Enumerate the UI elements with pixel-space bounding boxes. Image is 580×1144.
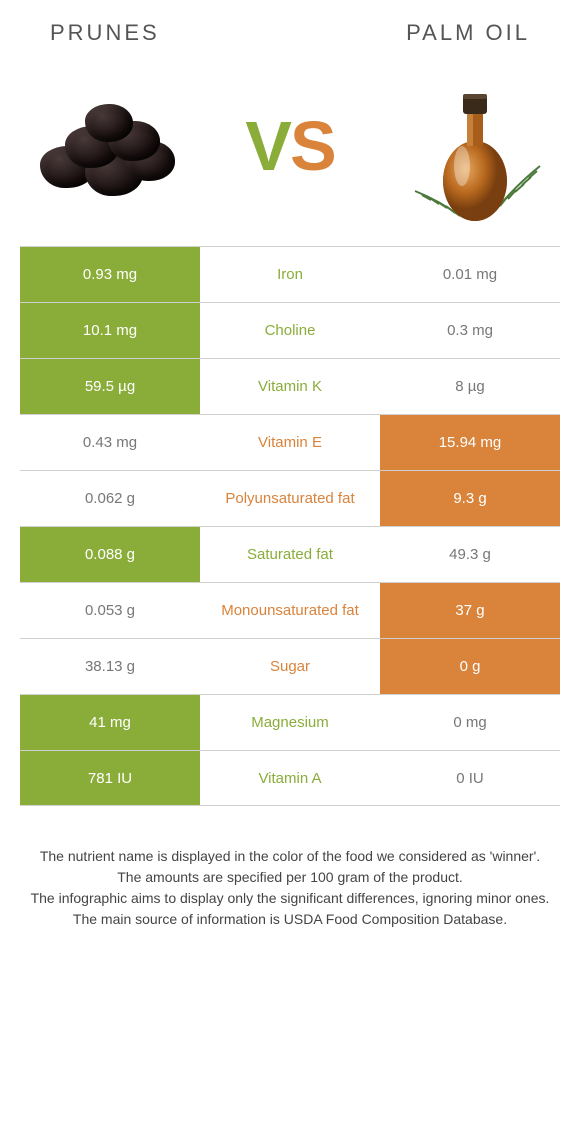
right-value: 0 mg [380,695,560,750]
right-value: 0.3 mg [380,303,560,358]
right-value: 0 g [380,639,560,694]
nutrient-name: Choline [200,303,380,358]
right-value: 0 IU [380,751,560,805]
left-value: 59.5 µg [20,359,200,414]
nutrient-row: 38.13 gSugar0 g [20,638,560,694]
images-row: VS [0,56,580,246]
left-value: 0.93 mg [20,247,200,302]
left-food-image [30,71,180,221]
nutrient-name: Polyunsaturated fat [200,471,380,526]
right-value: 8 µg [380,359,560,414]
nutrient-row: 0.088 gSaturated fat49.3 g [20,526,560,582]
left-value: 0.088 g [20,527,200,582]
left-value: 0.062 g [20,471,200,526]
right-value: 37 g [380,583,560,638]
header-row: Prunes Palm oil [0,0,580,56]
nutrient-row: 10.1 mgCholine0.3 mg [20,302,560,358]
footer-line-2: The amounts are specified per 100 gram o… [30,867,550,888]
nutrient-row: 781 IUVitamin A0 IU [20,750,560,806]
left-value: 41 mg [20,695,200,750]
footer-line-4: The main source of information is USDA F… [30,909,550,930]
right-value: 0.01 mg [380,247,560,302]
nutrient-row: 0.43 mgVitamin E15.94 mg [20,414,560,470]
right-food-title: Palm oil [406,20,530,46]
nutrient-row: 0.053 gMonounsaturated fat37 g [20,582,560,638]
nutrient-row: 59.5 µgVitamin K8 µg [20,358,560,414]
left-food-title: Prunes [50,20,160,46]
nutrient-name: Monounsaturated fat [200,583,380,638]
nutrient-name: Saturated fat [200,527,380,582]
nutrient-name: Vitamin K [200,359,380,414]
nutrient-table: 0.93 mgIron0.01 mg10.1 mgCholine0.3 mg59… [20,246,560,806]
nutrient-row: 0.93 mgIron0.01 mg [20,246,560,302]
nutrient-row: 41 mgMagnesium0 mg [20,694,560,750]
nutrient-name: Sugar [200,639,380,694]
left-value: 781 IU [20,751,200,805]
vs-s-letter: S [290,107,335,185]
nutrient-name: Vitamin E [200,415,380,470]
left-value: 10.1 mg [20,303,200,358]
right-food-image [400,71,550,221]
footer-notes: The nutrient name is displayed in the co… [0,806,580,950]
nutrient-name: Magnesium [200,695,380,750]
footer-line-3: The infographic aims to display only the… [30,888,550,909]
right-value: 49.3 g [380,527,560,582]
nutrient-row: 0.062 gPolyunsaturated fat9.3 g [20,470,560,526]
vs-v-letter: V [245,107,290,185]
vs-label: VS [245,106,334,186]
nutrient-name: Iron [200,247,380,302]
nutrient-name: Vitamin A [200,751,380,805]
right-value: 15.94 mg [380,415,560,470]
left-value: 0.053 g [20,583,200,638]
left-value: 38.13 g [20,639,200,694]
footer-line-1: The nutrient name is displayed in the co… [30,846,550,867]
left-value: 0.43 mg [20,415,200,470]
right-value: 9.3 g [380,471,560,526]
